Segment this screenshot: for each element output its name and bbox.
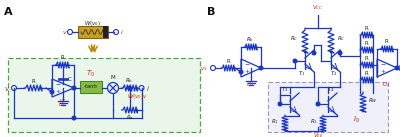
Circle shape: [312, 51, 316, 55]
Text: −: −: [244, 62, 249, 67]
Text: R: R: [31, 79, 35, 84]
Circle shape: [259, 66, 263, 70]
Circle shape: [278, 102, 282, 106]
Text: R: R: [364, 26, 368, 31]
Text: $R_W$: $R_W$: [368, 96, 378, 105]
Circle shape: [50, 90, 54, 94]
Circle shape: [239, 70, 243, 74]
Circle shape: [395, 66, 399, 70]
Text: $R_1$: $R_1$: [310, 117, 318, 126]
FancyBboxPatch shape: [8, 58, 200, 132]
Text: +: +: [380, 69, 385, 75]
Text: i: i: [121, 31, 123, 35]
Text: −: −: [380, 62, 385, 67]
Text: R: R: [60, 55, 64, 60]
Text: R: R: [364, 41, 368, 46]
Text: +: +: [55, 89, 60, 94]
Text: $T_2$: $T_2$: [330, 69, 338, 78]
Text: $R_a$: $R_a$: [126, 113, 134, 122]
Text: C: C: [68, 77, 72, 82]
Text: −: −: [55, 82, 60, 87]
Text: A: A: [4, 7, 13, 17]
Circle shape: [72, 116, 76, 120]
Text: $R_b$: $R_b$: [246, 35, 254, 44]
Text: R: R: [364, 71, 368, 76]
Text: $W(v_0)v$: $W(v_0)v$: [127, 92, 148, 101]
Text: v: v: [62, 31, 66, 35]
Text: $V_{EE}$: $V_{EE}$: [313, 131, 323, 137]
Text: -tanh: -tanh: [84, 85, 98, 89]
Circle shape: [316, 102, 320, 106]
Text: $V_{CC}$: $V_{CC}$: [312, 3, 324, 12]
Text: $T_1$: $T_1$: [298, 69, 306, 78]
Bar: [103, 26, 108, 38]
Text: $R_C$: $R_C$: [337, 34, 346, 43]
Text: $U_2$: $U_2$: [382, 81, 390, 89]
Text: $R_C$: $R_C$: [290, 34, 299, 43]
Text: $R_1$: $R_1$: [271, 117, 279, 126]
Text: $T_0$: $T_0$: [86, 69, 96, 79]
Text: $v_1$: $v_1$: [200, 65, 207, 73]
Text: B: B: [207, 7, 215, 17]
FancyBboxPatch shape: [80, 81, 102, 93]
Text: v: v: [5, 86, 9, 92]
Circle shape: [293, 59, 297, 63]
Text: $I_0$: $I_0$: [353, 115, 360, 125]
Circle shape: [338, 51, 342, 55]
Text: R: R: [364, 56, 368, 61]
Text: $T_3$: $T_3$: [281, 85, 289, 94]
Text: $U_0$: $U_0$: [58, 101, 66, 109]
Text: $U_1$: $U_1$: [246, 81, 254, 89]
Text: i: i: [146, 86, 148, 92]
Text: $v_0$: $v_0$: [59, 97, 67, 105]
Text: $T_4$: $T_4$: [327, 85, 335, 94]
Text: R: R: [226, 59, 230, 64]
Circle shape: [128, 86, 131, 90]
Text: $R_b$: $R_b$: [126, 76, 134, 85]
Text: +: +: [244, 69, 249, 75]
Text: $W(v_0)$: $W(v_0)$: [84, 18, 102, 28]
FancyBboxPatch shape: [268, 82, 388, 132]
Circle shape: [72, 86, 76, 90]
Bar: [78, 26, 108, 38]
Text: M: M: [111, 75, 115, 80]
Text: R: R: [384, 39, 388, 44]
